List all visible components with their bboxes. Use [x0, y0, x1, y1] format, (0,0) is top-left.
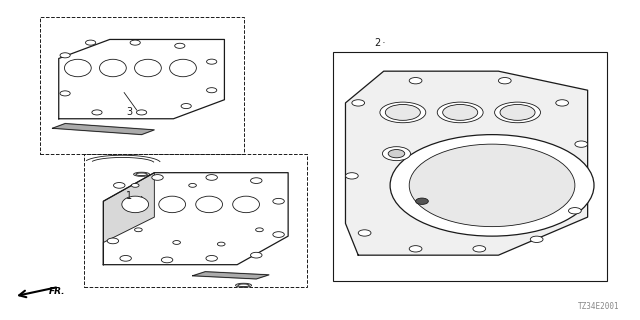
Circle shape	[409, 144, 575, 227]
Circle shape	[390, 135, 594, 236]
Circle shape	[206, 255, 218, 261]
Circle shape	[409, 77, 422, 84]
Bar	[84, 154, 307, 287]
Polygon shape	[193, 272, 269, 279]
Circle shape	[575, 141, 588, 147]
Circle shape	[383, 147, 410, 161]
Ellipse shape	[443, 105, 477, 120]
Bar	[333, 52, 607, 281]
Text: FR.: FR.	[49, 287, 66, 296]
Circle shape	[161, 257, 173, 263]
Circle shape	[60, 53, 70, 58]
Ellipse shape	[134, 172, 150, 176]
Circle shape	[120, 255, 131, 261]
Ellipse shape	[236, 283, 252, 287]
Circle shape	[556, 100, 568, 106]
Ellipse shape	[65, 59, 92, 77]
Ellipse shape	[500, 105, 535, 120]
Ellipse shape	[122, 196, 148, 213]
Circle shape	[207, 88, 217, 93]
Circle shape	[173, 241, 180, 244]
Ellipse shape	[170, 59, 196, 77]
Circle shape	[499, 77, 511, 84]
Circle shape	[113, 182, 125, 188]
Circle shape	[409, 246, 422, 252]
Circle shape	[136, 110, 147, 115]
Bar	[40, 17, 244, 154]
Ellipse shape	[437, 102, 483, 123]
Polygon shape	[59, 39, 225, 119]
Circle shape	[531, 236, 543, 243]
Polygon shape	[103, 173, 154, 265]
Circle shape	[92, 110, 102, 115]
Ellipse shape	[134, 59, 161, 77]
Circle shape	[131, 183, 139, 187]
Circle shape	[60, 91, 70, 96]
Polygon shape	[52, 124, 154, 135]
Circle shape	[107, 238, 118, 244]
Circle shape	[250, 252, 262, 258]
Circle shape	[152, 175, 163, 180]
Ellipse shape	[238, 284, 249, 287]
Circle shape	[346, 173, 358, 179]
Circle shape	[388, 149, 404, 158]
Ellipse shape	[385, 105, 420, 120]
Circle shape	[358, 230, 371, 236]
Polygon shape	[346, 71, 588, 255]
Circle shape	[86, 40, 96, 45]
Text: 2: 2	[374, 38, 381, 48]
Circle shape	[352, 100, 365, 106]
Circle shape	[206, 175, 218, 180]
Circle shape	[568, 208, 581, 214]
Polygon shape	[103, 173, 288, 265]
Circle shape	[189, 183, 196, 187]
Ellipse shape	[233, 196, 259, 213]
Ellipse shape	[159, 196, 186, 213]
Circle shape	[273, 232, 284, 237]
Circle shape	[250, 178, 262, 183]
Circle shape	[415, 198, 428, 204]
Circle shape	[273, 198, 284, 204]
Circle shape	[255, 228, 263, 232]
Circle shape	[181, 104, 191, 108]
Circle shape	[134, 228, 142, 232]
Ellipse shape	[495, 102, 540, 123]
Circle shape	[175, 43, 185, 48]
Text: 3: 3	[126, 108, 132, 117]
Ellipse shape	[196, 196, 223, 213]
Circle shape	[218, 242, 225, 246]
Circle shape	[130, 40, 140, 45]
Text: 1: 1	[126, 191, 132, 202]
Circle shape	[473, 246, 486, 252]
Ellipse shape	[136, 173, 147, 176]
Text: TZ34E2001: TZ34E2001	[578, 302, 620, 311]
Circle shape	[207, 59, 217, 64]
Ellipse shape	[380, 102, 426, 123]
Ellipse shape	[100, 59, 126, 77]
